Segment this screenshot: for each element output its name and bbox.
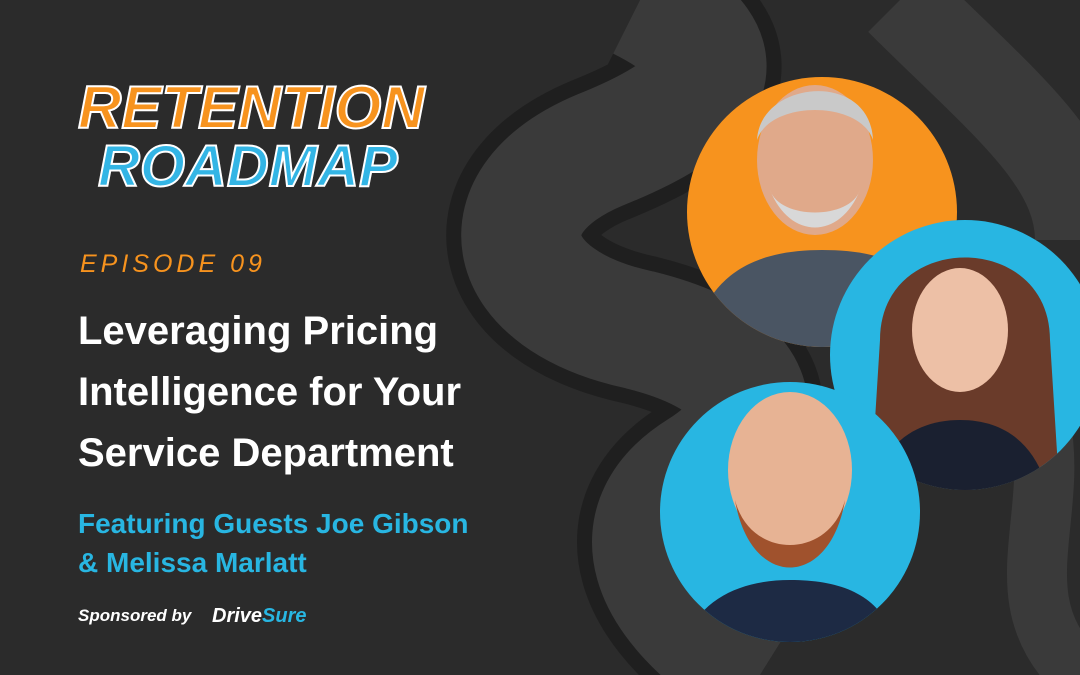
logo-line-2: ROADMAP [98, 134, 398, 199]
title-line: Leveraging Pricing [78, 309, 438, 353]
episode: EPISODE 09 [80, 250, 266, 278]
sponsor-label: Sponsored by [78, 606, 193, 625]
portrait-2 [830, 220, 1080, 490]
brand-part: Drive [212, 605, 262, 627]
guests-line: Featuring Guests Joe Gibson [78, 508, 469, 539]
title-line: Intelligence for Your [78, 370, 461, 414]
sponsor-brand: DriveSure [212, 605, 307, 627]
title-line: Service Department [78, 431, 454, 475]
guests-line: & Melissa Marlatt [78, 547, 307, 578]
logo-line-1: RETENTION [78, 74, 426, 141]
brand-part: Sure [262, 605, 306, 627]
